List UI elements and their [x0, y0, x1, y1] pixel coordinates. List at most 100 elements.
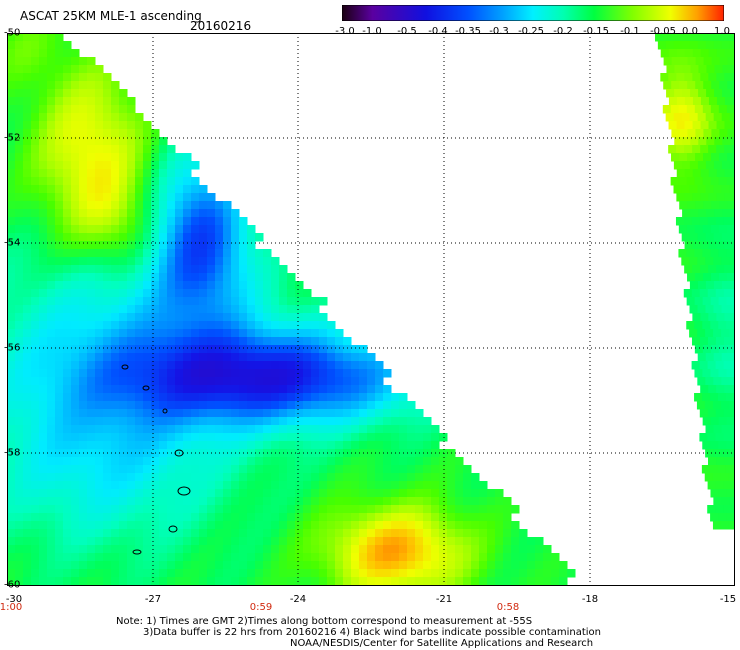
swath-cell	[183, 353, 192, 362]
swath-cell	[39, 513, 48, 522]
swath-cell	[223, 441, 232, 450]
swath-cell	[183, 337, 192, 346]
swath-cell	[103, 89, 112, 98]
swath-cell	[319, 313, 328, 322]
swath-cell	[359, 497, 368, 506]
swath-cell	[95, 377, 104, 386]
swath-cell	[47, 153, 56, 162]
swath-cell	[63, 81, 72, 90]
swath-cell	[151, 193, 160, 202]
swath-cell	[255, 321, 264, 330]
swath-cell	[431, 433, 440, 442]
time-label: 0:59	[249, 602, 273, 613]
swath-cell	[151, 201, 160, 210]
swath-cell	[55, 81, 64, 90]
swath-cell	[31, 169, 40, 178]
swath-cell	[271, 425, 280, 434]
swath-cell	[359, 465, 368, 474]
swath-cell	[447, 529, 456, 538]
swath-cell	[391, 545, 400, 554]
swath-cell	[207, 401, 216, 410]
swath-cell	[215, 265, 224, 274]
swath-cell	[279, 409, 288, 418]
swath-cell	[23, 169, 32, 178]
swath-cell	[63, 137, 72, 146]
swath-cell	[103, 481, 112, 490]
swath-cell	[223, 537, 232, 546]
swath-cell	[95, 321, 104, 330]
swath-cell	[39, 361, 48, 370]
swath-cell	[673, 41, 683, 50]
swath-cell	[263, 505, 272, 514]
swath-cell	[679, 129, 688, 138]
swath-cell	[31, 425, 40, 434]
swath-cell	[676, 121, 686, 130]
swath-cell	[431, 561, 440, 570]
swath-cell	[191, 577, 200, 586]
swath-cell	[31, 433, 40, 442]
swath-cell	[343, 513, 352, 522]
swath-cell	[151, 433, 160, 442]
swath-cell	[707, 217, 717, 226]
swath-cell	[31, 121, 40, 130]
swath-cell	[119, 113, 128, 122]
swath-cell	[31, 225, 40, 234]
swath-cell	[191, 321, 200, 330]
swath-cell	[31, 89, 40, 98]
swath-cell	[671, 129, 680, 138]
swath-cell	[455, 569, 464, 578]
swath-cell	[47, 417, 56, 426]
swath-cell	[287, 465, 296, 474]
swath-cell	[207, 521, 216, 530]
swath-cell	[159, 249, 168, 258]
swath-cell	[23, 65, 32, 74]
swath-cell	[167, 417, 176, 426]
swath-cell	[95, 145, 104, 154]
swath-cell	[79, 441, 88, 450]
swath-cell	[31, 289, 40, 298]
swath-cell	[63, 481, 72, 490]
swath-cell	[223, 305, 232, 314]
swath-cell	[239, 473, 248, 482]
swath-cell	[175, 353, 184, 362]
swath-cell	[215, 353, 224, 362]
swath-cell	[39, 113, 48, 122]
swath-cell	[698, 137, 707, 146]
swath-cell	[127, 297, 136, 306]
swath-cell	[407, 537, 416, 546]
swath-cell	[135, 473, 144, 482]
swath-cell	[335, 577, 344, 586]
swath-cell	[7, 241, 16, 250]
swath-cell	[23, 41, 32, 50]
swath-cell	[191, 441, 200, 450]
swath-cell	[15, 89, 24, 98]
swath-cell	[415, 409, 424, 418]
swath-cell	[696, 401, 706, 410]
swath-cell	[127, 129, 136, 138]
swath-cell	[55, 425, 64, 434]
swath-cell	[247, 353, 256, 362]
swath-cell	[39, 233, 48, 242]
swath-cell	[263, 417, 272, 426]
swath-cell	[183, 561, 192, 570]
swath-cell	[215, 497, 224, 506]
swath-cell	[119, 393, 128, 402]
swath-cell	[551, 553, 560, 562]
swath-cell	[143, 537, 152, 546]
swath-cell	[726, 489, 735, 498]
swath-cell	[503, 529, 512, 538]
swath-cell	[31, 249, 40, 258]
swath-cell	[159, 473, 168, 482]
swath-cell	[119, 273, 128, 282]
swath-cell	[111, 281, 120, 290]
swath-cell	[327, 513, 336, 522]
latitude-label: -56	[4, 342, 21, 354]
swath-cell	[151, 513, 160, 522]
swath-cell	[731, 409, 735, 418]
swath-cell	[175, 185, 184, 194]
swath-cell	[487, 545, 496, 554]
swath-cell	[311, 489, 320, 498]
swath-cell	[7, 193, 16, 202]
swath-cell	[559, 577, 568, 586]
swath-cell	[710, 249, 719, 258]
